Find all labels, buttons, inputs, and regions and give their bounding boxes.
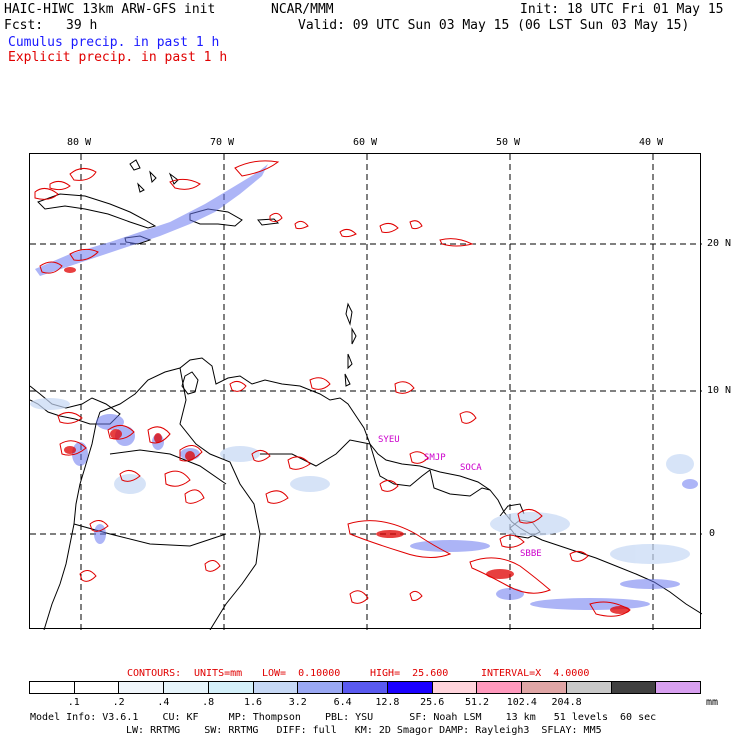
explicit-precip-cores [64,267,630,614]
station-label-syeu: SYEU [378,435,400,445]
legend-swatch [477,682,523,693]
contours-low: LOW= 0.10000 [262,668,341,679]
legend-tick-label: .2 [112,697,125,708]
legend-tick-label: .8 [202,697,215,708]
color-legend-bar [29,681,701,694]
contours-high: HIGH= 25.600 [370,668,449,679]
legend-swatch [522,682,567,693]
legend-swatch [74,682,120,693]
legend-swatch [30,682,75,693]
coastlines [30,159,702,630]
legend-swatch [566,682,612,693]
model-title: HAIC-HIWC 13km ARW-GFS init [4,2,216,17]
legend-tick-label: 204.8 [551,697,582,708]
legend-swatch [611,682,657,693]
legend-tick-label: .4 [157,697,170,708]
legend-swatch [343,682,388,693]
lon-label-50w: 50 W [496,137,521,148]
legend-tick-label: 3.2 [288,697,307,708]
explicit-precip-contours [34,160,631,617]
legend-swatch [387,682,433,693]
legend-unit: mm [706,697,719,708]
lat-label-20n: 20 N [707,238,732,249]
valid-time: Valid: 09 UTC Sun 03 May 15 (06 LST Sun … [298,18,690,33]
map-canvas: SYEU SMJP SOCA SBBE [30,154,702,630]
legend-swatch [656,682,701,693]
station-label-sbbe: SBBE [520,549,542,559]
fcst-value: 39 h [66,18,98,33]
contours-units: UNITS=mm [194,668,243,679]
legend-tick-label: 6.4 [333,697,352,708]
lon-label-60w: 60 W [353,137,378,148]
legend-swatch [164,682,209,693]
legend-tick-label: 25.6 [420,697,445,708]
explicit-precip-label: Explicit precip. in past 1 h [8,50,228,65]
cumulus-precip-light [30,398,694,564]
precip-map: SYEU SMJP SOCA SBBE [29,153,702,630]
lat-label-10n: 10 N [707,385,732,396]
legend-swatch [208,682,254,693]
legend-swatch [298,682,344,693]
legend-tick-label: .1 [67,697,80,708]
fcst-label: Fcst: [4,18,44,33]
footer-model-info: Model Info: V3.6.1 CU: KF MP: Thompson P… [30,712,657,723]
contours-label: CONTOURS: [127,668,182,679]
lon-label-40w: 40 W [639,137,664,148]
legend-tick-label: 1.6 [243,697,263,708]
contours-interval: INTERVAL=X 4.0000 [481,668,590,679]
footer-physics-info: LW: RRTMG SW: RRTMG DIFF: full KM: 2D Sm… [126,725,602,736]
cumulus-precip-label: Cumulus precip. in past 1 h [8,35,220,50]
lon-label-80w: 80 W [67,137,92,148]
graticule [30,154,702,630]
legend-tick-label: 12.8 [375,697,400,708]
legend-swatch [432,682,478,693]
org-label: NCAR/MMM [271,2,334,17]
legend-swatch [119,682,165,693]
legend-swatch [253,682,299,693]
legend-tick-label: 51.2 [464,697,490,708]
lon-label-70w: 70 W [210,137,235,148]
station-labels: SYEU SMJP SOCA SBBE [378,435,542,559]
station-label-soca: SOCA [460,463,482,473]
lat-label-equator: 0 [709,528,716,539]
init-time: Init: 18 UTC Fri 01 May 15 [520,2,724,17]
legend-tick-label: 102.4 [506,697,537,708]
station-label-smjp: SMJP [424,453,446,463]
